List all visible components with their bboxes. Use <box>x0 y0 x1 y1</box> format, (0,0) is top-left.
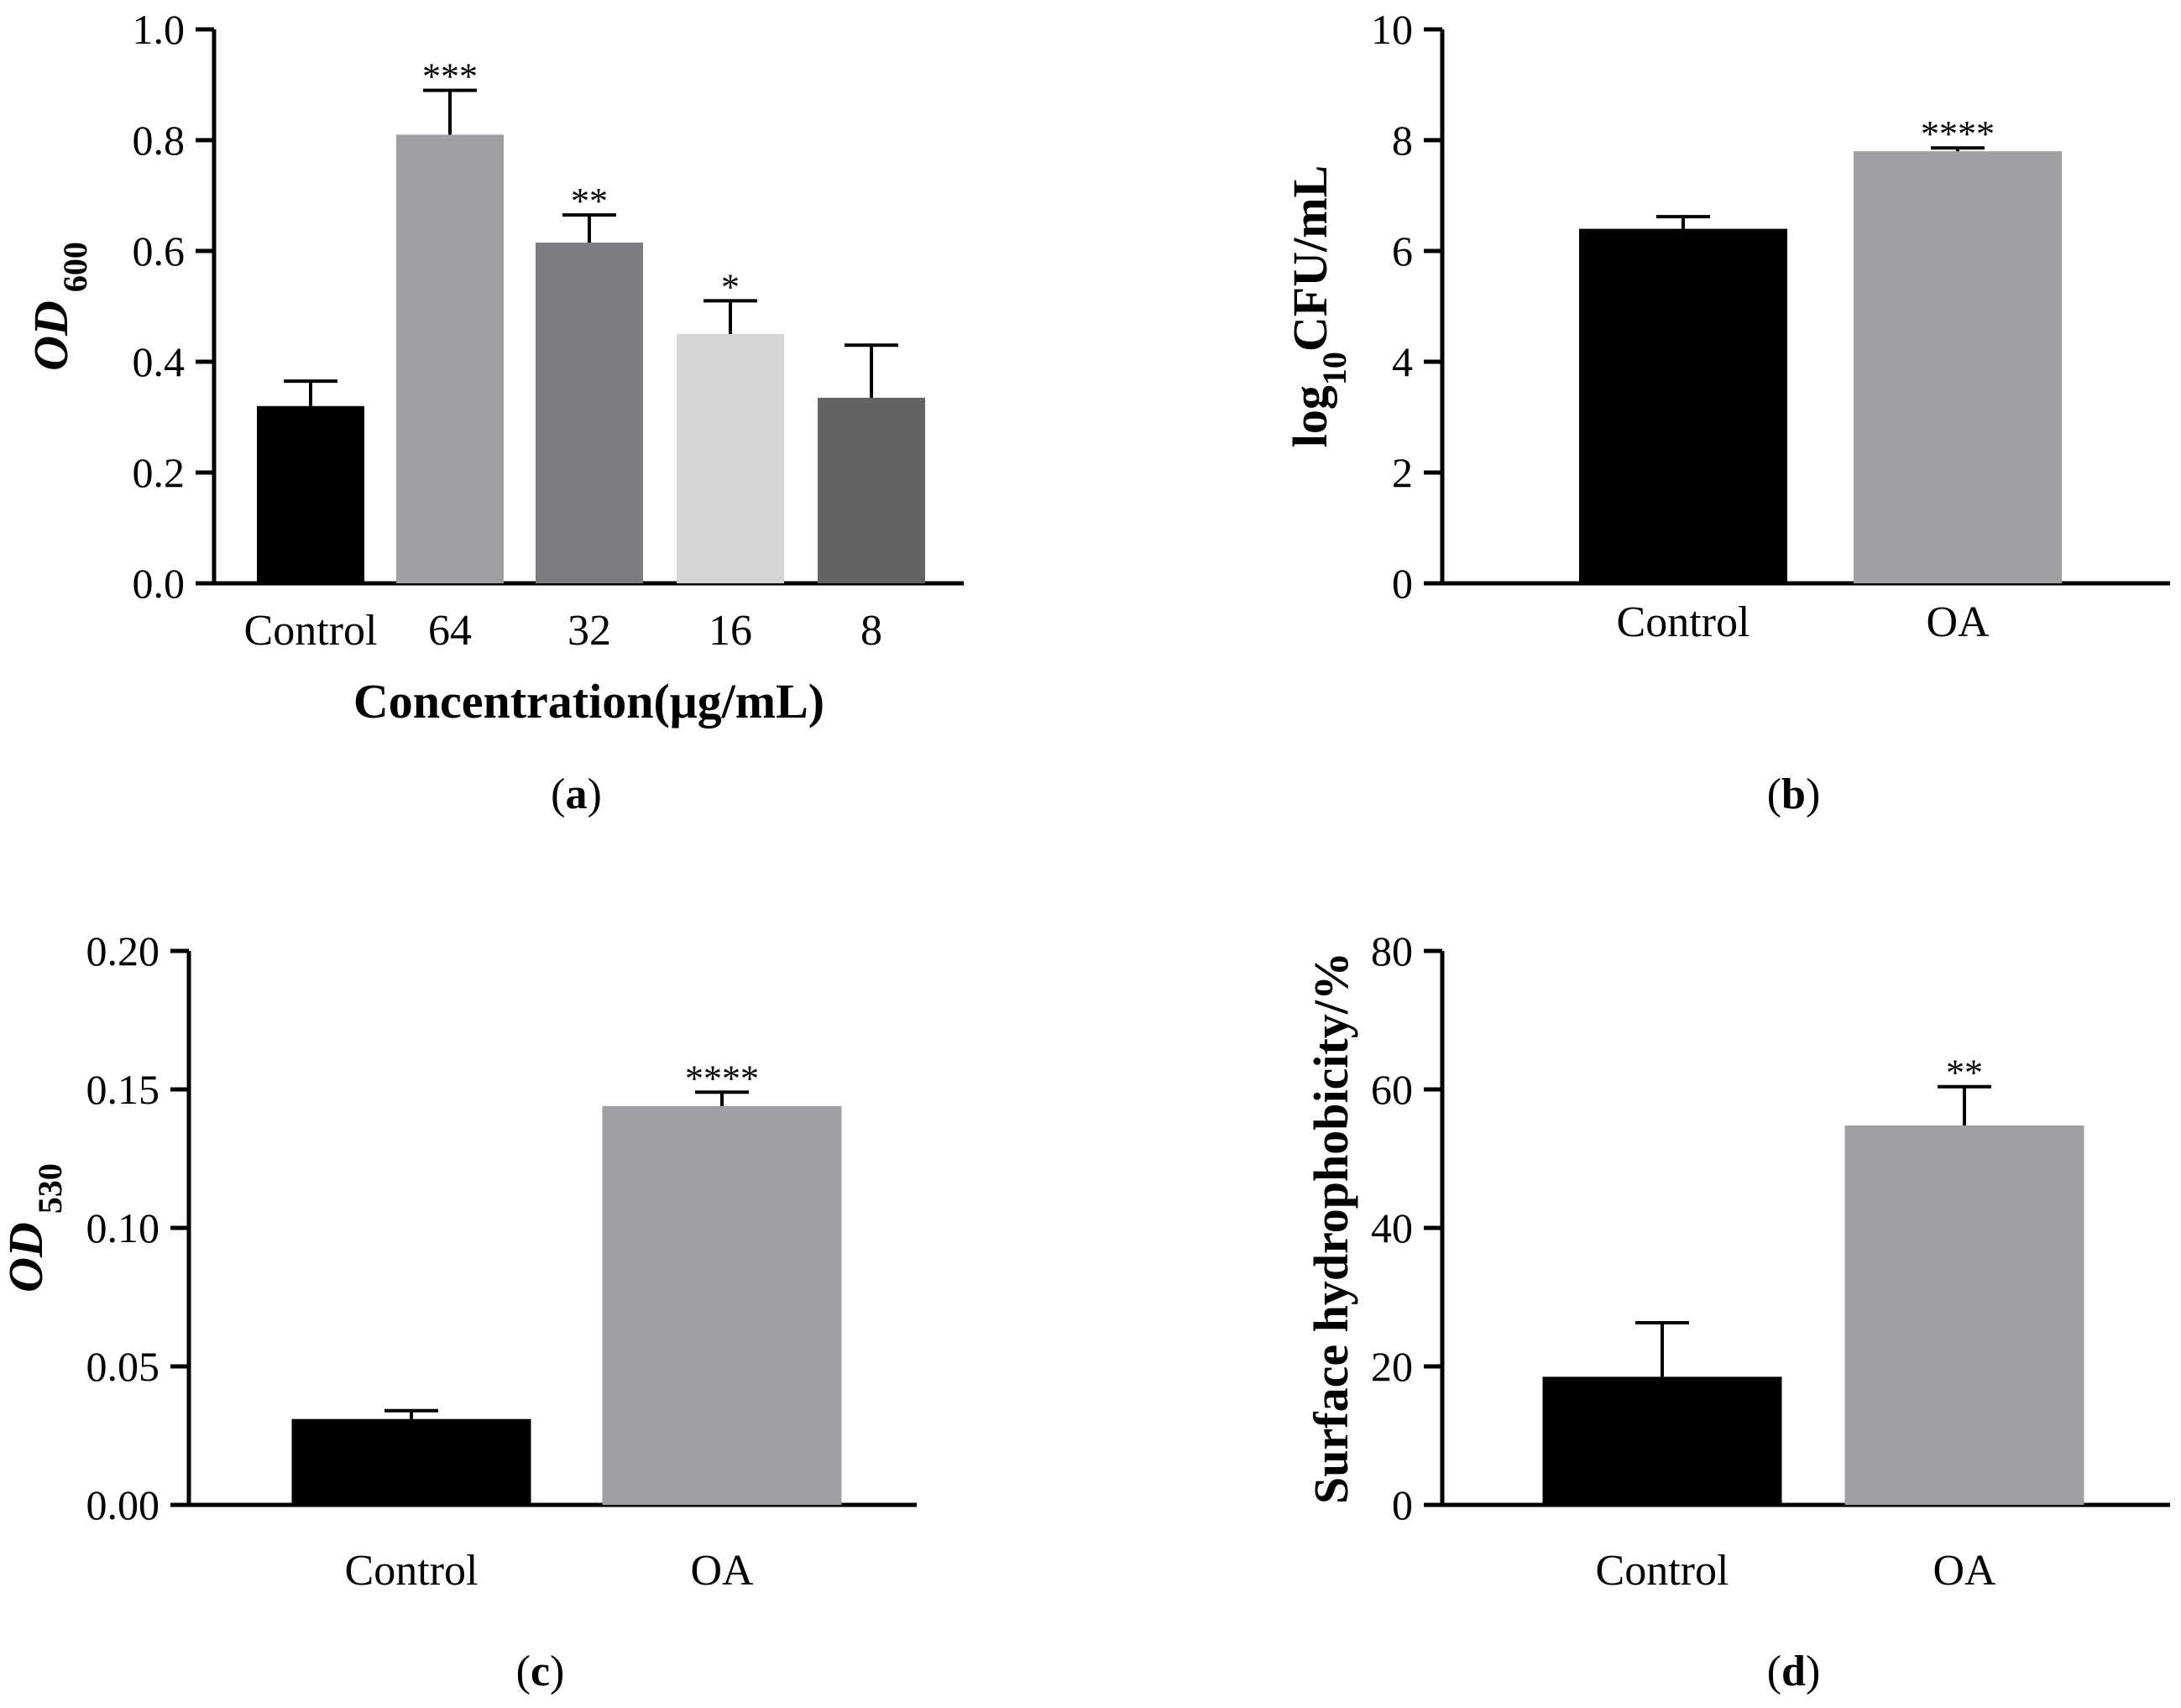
y-axis-title: log10CFU/mL <box>1283 165 1353 447</box>
panel-label-paren: ( <box>1767 770 1781 818</box>
y-tick-label: 0 <box>1392 1481 1413 1528</box>
bar <box>257 405 364 583</box>
x-tick-label: 8 <box>860 607 882 655</box>
y-tick-label: 60 <box>1371 1066 1413 1113</box>
significance-label: **** <box>1921 113 1995 154</box>
bar <box>1854 151 2062 583</box>
x-tick-label: 16 <box>709 607 752 655</box>
bar <box>1844 1125 2084 1505</box>
bar <box>291 1418 531 1505</box>
x-tick-label: 32 <box>567 607 611 655</box>
x-tick-label: Control <box>244 607 378 655</box>
x-tick-label: Control <box>1596 1547 1729 1595</box>
y-tick-label: 20 <box>1371 1343 1413 1390</box>
y-tick-label: 80 <box>1371 927 1413 974</box>
bar <box>602 1105 842 1505</box>
y-tick-label: 0.10 <box>86 1204 160 1251</box>
y-axis-title-main: OD <box>24 300 78 371</box>
y-axis-title-subscript: 530 <box>31 1163 69 1222</box>
chart-panel-a: 0.0 0.2 0.4 0.6 0.8 1.0 Control *** 64 ** 32 * 16 8 OD… <box>24 6 964 818</box>
y-tick-label: 0.6 <box>133 227 186 274</box>
panel-label-letter: b <box>1781 770 1806 818</box>
y-tick-label: 0.4 <box>133 338 186 385</box>
panel-label-letter: a <box>566 770 588 818</box>
y-axis-title-main: OD <box>0 1222 53 1293</box>
bar <box>396 134 504 583</box>
y-axis-title-main: log <box>1283 385 1337 447</box>
x-tick-label: 64 <box>428 607 472 655</box>
x-tick-label: OA <box>1933 1547 1996 1595</box>
y-tick-label: 40 <box>1371 1204 1413 1251</box>
y-tick-label: 0.20 <box>86 927 160 974</box>
x-tick-label: OA <box>690 1547 754 1595</box>
y-axis-title-main: Surface hydrophobicity/% <box>1304 952 1358 1504</box>
significance-label: ** <box>571 180 608 222</box>
panel-label-paren: ( <box>551 770 565 818</box>
panel-label-paren: ( <box>1767 1648 1781 1695</box>
y-tick-label: 6 <box>1392 227 1413 274</box>
panel-label-letter: d <box>1781 1648 1806 1695</box>
y-axis-title: OD 530 <box>0 1163 69 1293</box>
significance-label: * <box>721 266 740 307</box>
panel-label-letter: c <box>531 1648 550 1695</box>
y-axis-title-suffix: CFU/mL <box>1283 165 1337 352</box>
y-axis-title: Surface hydrophobicity/% <box>1304 952 1358 1504</box>
chart-panel-d: 0 20 40 60 80 Control ** OA Surface hydrophobici… <box>1304 927 2170 1695</box>
y-tick-label: 2 <box>1392 449 1413 496</box>
bar <box>1542 1376 1782 1505</box>
panel-label-paren: ) <box>1806 1648 1820 1695</box>
y-tick-label: 0.8 <box>133 117 186 164</box>
panel-label: (d) <box>1767 1648 1821 1695</box>
y-tick-label: 0.05 <box>86 1343 160 1390</box>
y-tick-label: 0.0 <box>133 560 186 607</box>
y-tick-label: 4 <box>1392 338 1413 385</box>
significance-label: ** <box>1946 1052 1983 1094</box>
significance-label: **** <box>685 1058 759 1099</box>
x-tick-label: Control <box>345 1547 479 1595</box>
panel-label: (a) <box>551 770 602 818</box>
chart-panel-c: 0.00 0.05 0.10 0.15 0.20 Control **** OA OD 530 (… <box>0 927 917 1695</box>
y-tick-label: 0 <box>1392 560 1413 607</box>
panel-label-paren: ( <box>516 1648 531 1695</box>
y-tick-label: 8 <box>1392 117 1413 164</box>
y-tick-label: 0.2 <box>133 449 186 496</box>
bar <box>818 397 925 583</box>
y-tick-label: 10 <box>1371 6 1413 53</box>
panel-label-paren: ) <box>550 1648 564 1695</box>
y-axis-title-subscript: 10 <box>1315 352 1353 385</box>
bar <box>677 334 784 583</box>
y-tick-label: 0.15 <box>86 1066 160 1113</box>
panel-label-paren: ) <box>588 770 602 818</box>
y-tick-label: 1.0 <box>133 6 186 53</box>
panel-label: (c) <box>516 1648 565 1695</box>
significance-label: *** <box>422 56 478 97</box>
y-axis-title-subscript: 600 <box>56 242 94 300</box>
bar <box>536 243 643 583</box>
x-tick-label: OA <box>1926 598 1990 646</box>
bar <box>1579 228 1787 583</box>
panel-label: (b) <box>1767 770 1821 818</box>
y-axis-title: OD 600 <box>24 242 94 371</box>
x-axis-title: Concentration(μg/mL) <box>353 674 824 729</box>
panel-label-paren: ) <box>1806 770 1820 818</box>
y-tick-label: 0.00 <box>86 1481 160 1528</box>
x-tick-label: Control <box>1617 598 1750 646</box>
